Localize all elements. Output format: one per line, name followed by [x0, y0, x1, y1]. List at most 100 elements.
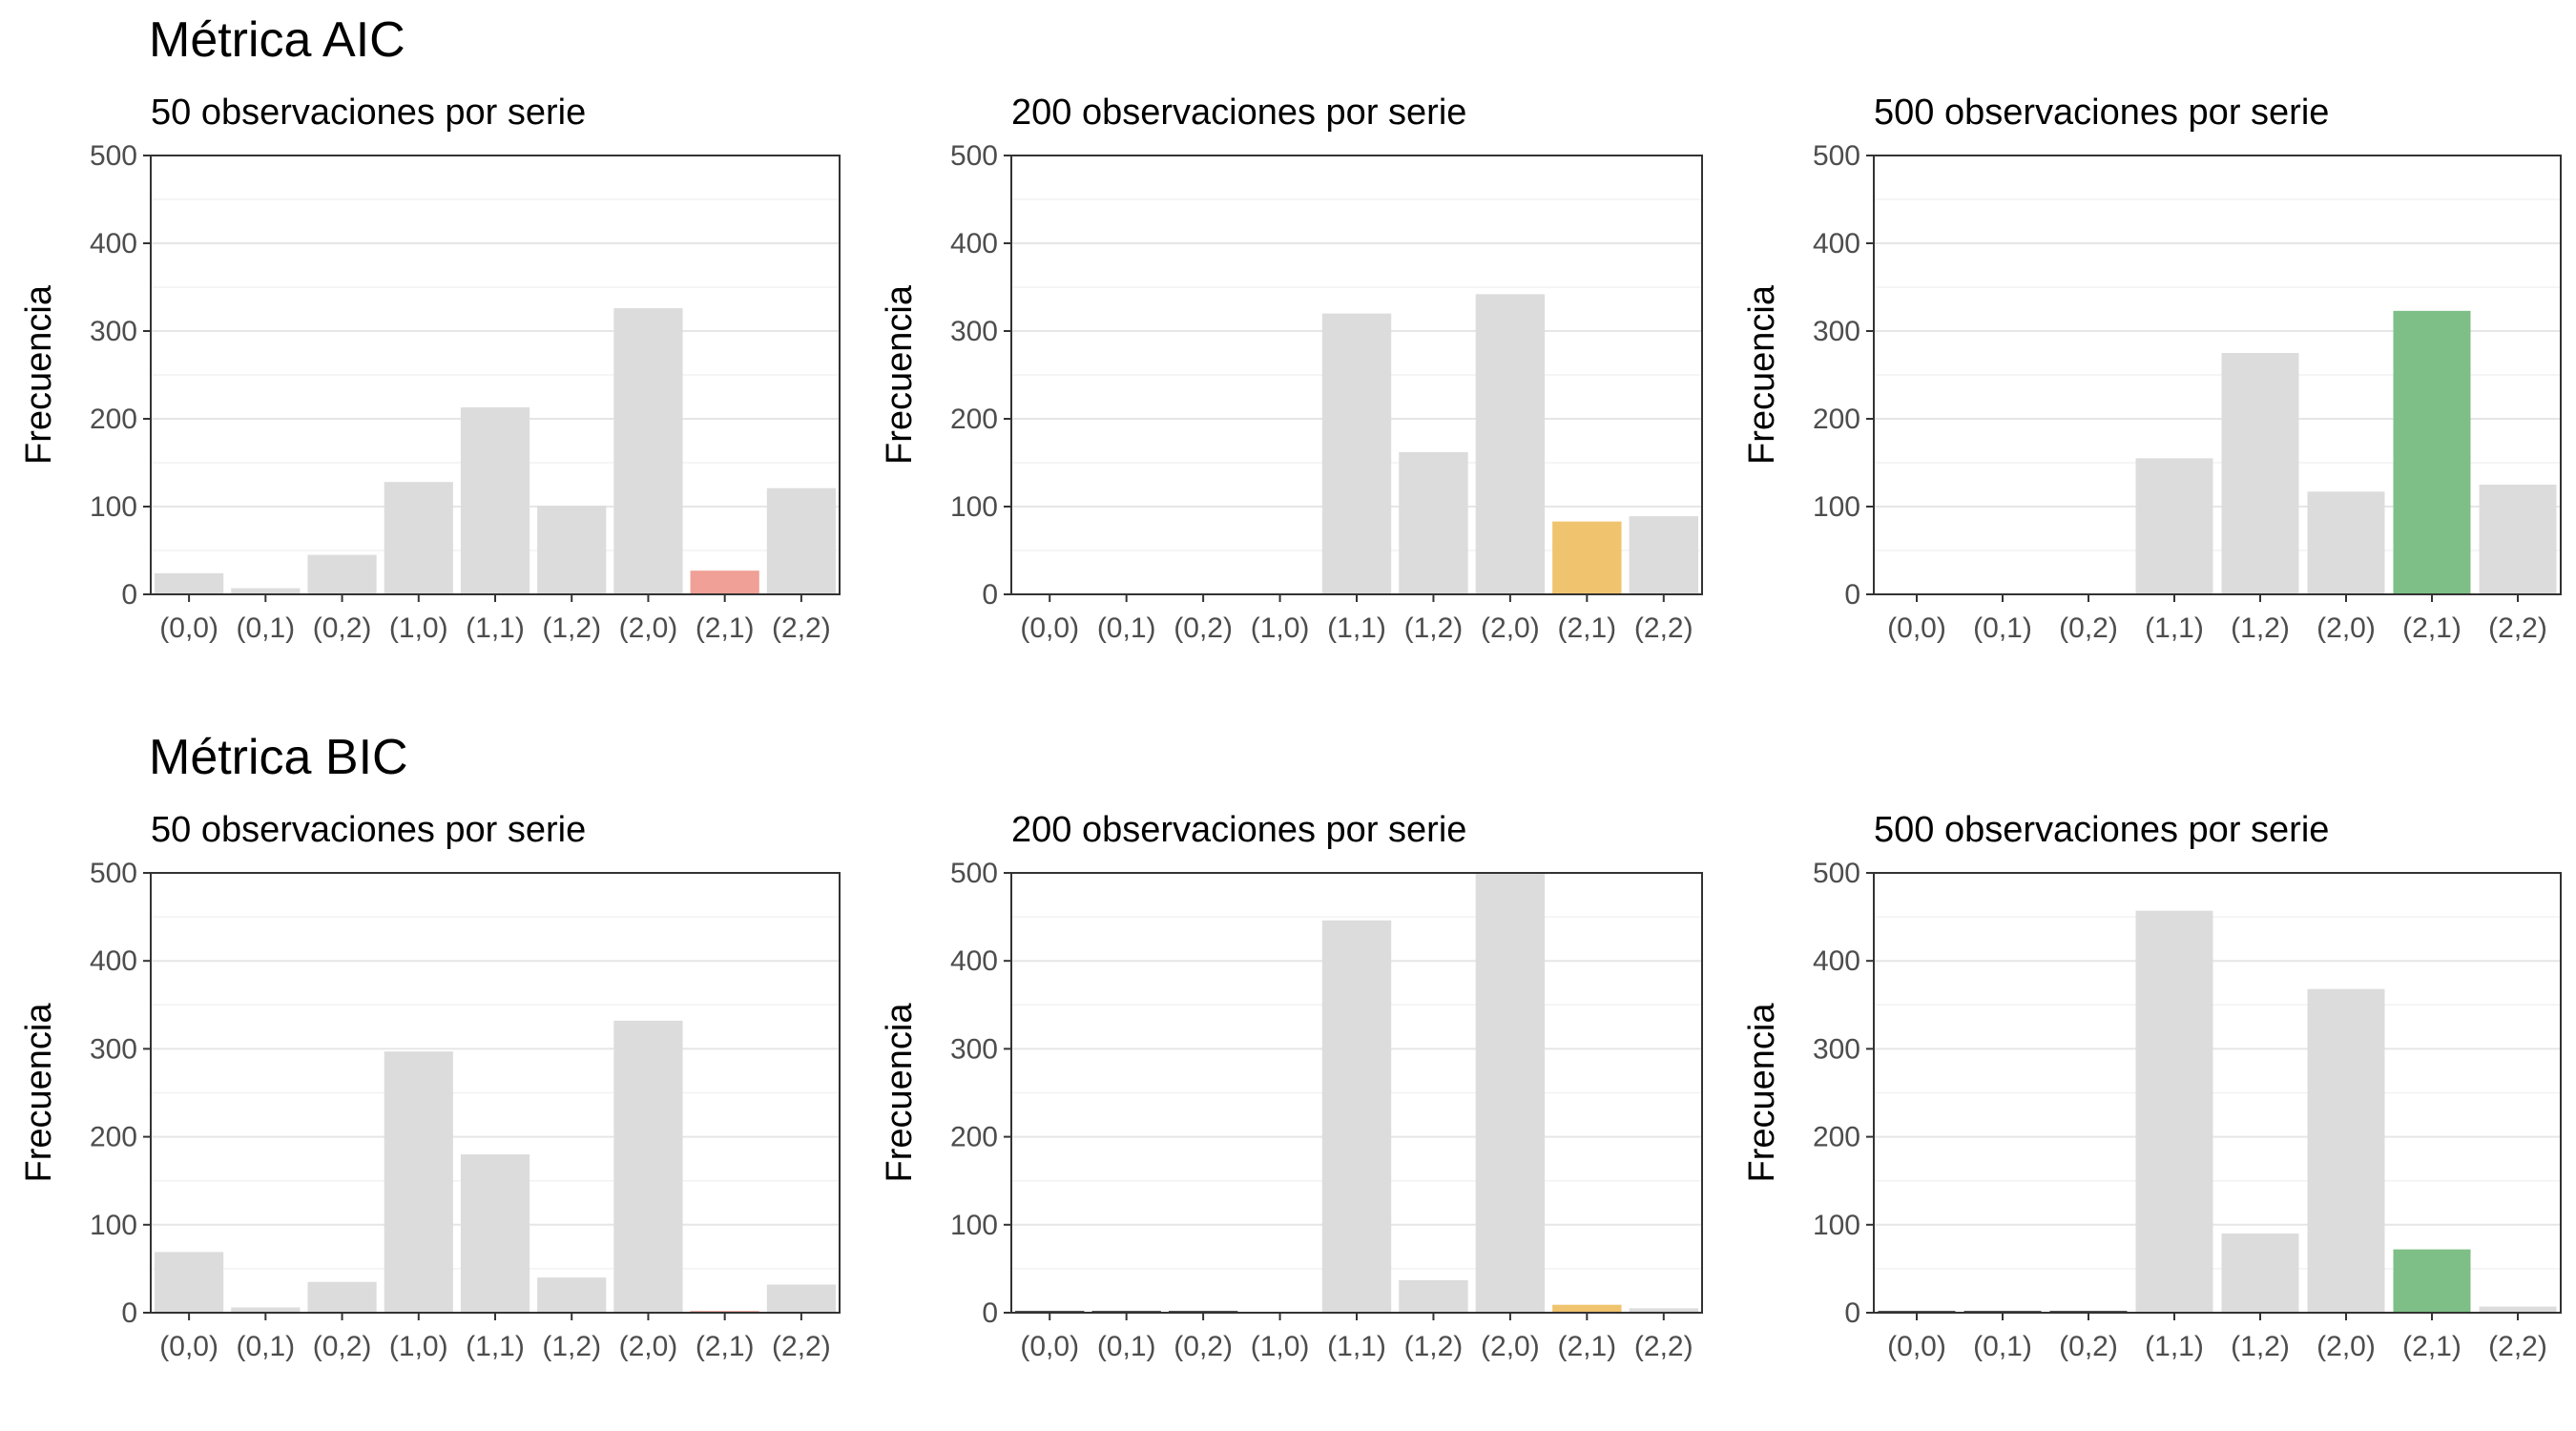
bar-20 — [1475, 873, 1546, 1313]
x-tick-label: (0,2) — [313, 1331, 372, 1362]
bar-12 — [2221, 353, 2299, 594]
x-tick-label: (0,0) — [1020, 1331, 1079, 1362]
x-tick-label: (2,1) — [1557, 612, 1616, 644]
x-tick-label: (2,0) — [1481, 612, 1540, 644]
y-axis-label: Frecuencia — [880, 1003, 920, 1183]
x-tick-label: (2,1) — [2402, 612, 2462, 644]
x-tick-label: (0,0) — [159, 1331, 218, 1362]
y-tick-label: 300 — [1813, 316, 1860, 347]
y-tick-label: 100 — [950, 1210, 998, 1241]
x-tick-label: (1,1) — [466, 1331, 525, 1362]
x-tick-label: (2,1) — [2402, 1331, 2462, 1362]
bar-12 — [537, 506, 607, 594]
panel-subtitle: 200 observaciones por serie — [1011, 93, 1466, 133]
y-tick-label: 500 — [90, 858, 137, 889]
x-tick-label: (2,2) — [1634, 1331, 1693, 1362]
y-tick-label: 200 — [90, 1122, 137, 1153]
y-tick-label: 0 — [982, 1297, 998, 1329]
y-tick-label: 300 — [950, 1033, 998, 1065]
x-tick-label: (0,1) — [1097, 612, 1156, 644]
y-tick-label: 500 — [90, 140, 137, 172]
x-tick-label: (2,1) — [696, 1331, 755, 1362]
bar-21 — [690, 570, 759, 594]
x-tick-label: (2,2) — [772, 1331, 831, 1362]
y-tick-label: 0 — [1844, 1297, 1860, 1329]
panel-aic-0: 50 observaciones por serie 0 100 200 300 400 5… — [19, 93, 841, 644]
bar-11 — [460, 1154, 530, 1313]
x-tick-label: (1,2) — [2231, 612, 2290, 644]
x-tick-label: (2,2) — [772, 612, 831, 644]
x-tick-label: (1,2) — [542, 1331, 601, 1362]
y-tick-label: 0 — [121, 1297, 137, 1329]
x-tick-label: (0,2) — [2059, 1331, 2118, 1362]
y-tick-label: 100 — [1813, 1210, 1860, 1241]
x-tick-label: (0,0) — [1020, 612, 1079, 644]
panel-border — [1010, 872, 1703, 1314]
y-tick-label: 0 — [982, 579, 998, 611]
x-tick-label: (2,1) — [1557, 1331, 1616, 1362]
x-tick-label: (0,2) — [1174, 612, 1233, 644]
x-tick-label: (1,2) — [1404, 1331, 1464, 1362]
bar-21 — [2393, 1249, 2471, 1313]
y-tick-label: 500 — [950, 140, 998, 172]
panel-border — [1010, 155, 1703, 595]
bar-20 — [2307, 491, 2385, 594]
y-tick-label: 500 — [950, 858, 998, 889]
x-tick-label: (1,2) — [2231, 1331, 2290, 1362]
x-tick-label: (0,1) — [236, 1331, 295, 1362]
y-tick-label: 300 — [90, 1033, 137, 1065]
y-tick-label: 300 — [1813, 1033, 1860, 1065]
panel-aic-1: 200 observaciones por serie 0 100 200 300 400… — [880, 93, 1703, 644]
x-tick-label: (2,0) — [619, 612, 678, 644]
y-tick-label: 400 — [90, 228, 137, 259]
bar-22 — [2479, 485, 2557, 594]
y-tick-label: 500 — [1813, 140, 1860, 172]
y-tick-label: 200 — [950, 1122, 998, 1153]
bar-11 — [460, 407, 530, 594]
panel-border — [150, 155, 841, 595]
y-axis-label: Frecuencia — [19, 1003, 59, 1183]
panel-bic-5: 500 observaciones por serie 0 100 200 300 400… — [1742, 810, 2562, 1362]
panel-subtitle: 50 observaciones por serie — [151, 93, 586, 133]
bar-12 — [1399, 1279, 1468, 1313]
bar-21 — [1552, 1304, 1622, 1313]
x-tick-label: (0,2) — [2059, 612, 2118, 644]
bar-12 — [2221, 1234, 2299, 1313]
y-tick-label: 400 — [1813, 945, 1860, 977]
bar-11 — [2135, 458, 2213, 594]
y-tick-label: 300 — [950, 316, 998, 347]
panel-border — [1873, 872, 2562, 1314]
y-tick-label: 0 — [1844, 579, 1860, 611]
x-tick-label: (1,2) — [542, 612, 601, 644]
x-tick-label: (1,0) — [1251, 1331, 1310, 1362]
y-tick-label: 100 — [1813, 491, 1860, 523]
y-tick-label: 100 — [950, 491, 998, 523]
x-tick-label: (1,1) — [1327, 612, 1386, 644]
x-tick-label: (2,2) — [1634, 612, 1693, 644]
x-tick-label: (0,1) — [236, 612, 295, 644]
y-axis-label: Frecuencia — [19, 284, 59, 465]
x-tick-label: (1,1) — [1327, 1331, 1386, 1362]
panel-border — [150, 872, 841, 1314]
x-tick-label: (2,0) — [1481, 1331, 1540, 1362]
bar-22 — [1629, 516, 1698, 594]
panel-subtitle: 500 observaciones por serie — [1874, 93, 2329, 133]
bar-00 — [155, 1252, 224, 1313]
x-tick-label: (0,1) — [1973, 1331, 2032, 1362]
x-tick-label: (2,0) — [619, 1331, 678, 1362]
x-tick-label: (0,0) — [1887, 612, 1946, 644]
bar-21 — [2393, 310, 2471, 594]
x-tick-label: (1,2) — [1404, 612, 1464, 644]
y-tick-label: 400 — [950, 945, 998, 977]
y-axis-label: Frecuencia — [1742, 284, 1782, 465]
panel-subtitle: 200 observaciones por serie — [1011, 810, 1466, 850]
x-tick-label: (0,0) — [159, 612, 218, 644]
bar-02 — [307, 1281, 377, 1313]
bar-10 — [384, 1051, 453, 1313]
y-tick-label: 200 — [90, 404, 137, 435]
bar-11 — [1321, 313, 1392, 594]
panel-border — [1873, 155, 2562, 595]
y-tick-label: 500 — [1813, 858, 1860, 889]
